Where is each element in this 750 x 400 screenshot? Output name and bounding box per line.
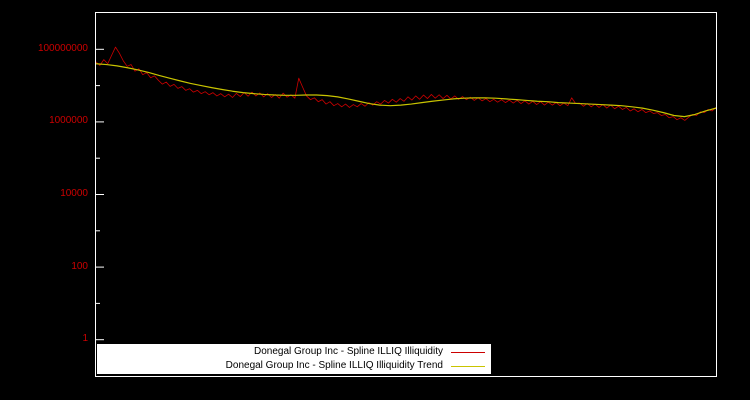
legend-label-trend: Donegal Group Inc - Spline ILLIQ Illiqui… <box>225 360 443 371</box>
y-tick-label: 1000000 <box>49 115 88 127</box>
legend: Donegal Group Inc - Spline ILLIQ Illiqui… <box>97 344 491 374</box>
y-axis: 100000000 1000000 10000 100 1 <box>0 0 88 400</box>
legend-label-illiquidity: Donegal Group Inc - Spline ILLIQ Illiqui… <box>254 346 443 357</box>
legend-line-sample-yellow <box>451 365 485 367</box>
y-tick-label: 100000000 <box>37 42 88 54</box>
plot-area <box>95 12 717 377</box>
y-tick-label: 10000 <box>60 188 88 199</box>
legend-item-trend: Donegal Group Inc - Spline ILLIQ Illiqui… <box>101 359 487 373</box>
y-tick-label: 1 <box>82 333 88 345</box>
illiquidity-series-line <box>96 46 716 121</box>
legend-item-illiquidity: Donegal Group Inc - Spline ILLIQ Illiqui… <box>101 345 487 359</box>
chart-canvas <box>96 46 716 341</box>
legend-line-sample-red <box>451 351 485 353</box>
y-tick-label: 100 <box>71 260 88 272</box>
illiquidity-trend-line <box>96 63 716 118</box>
